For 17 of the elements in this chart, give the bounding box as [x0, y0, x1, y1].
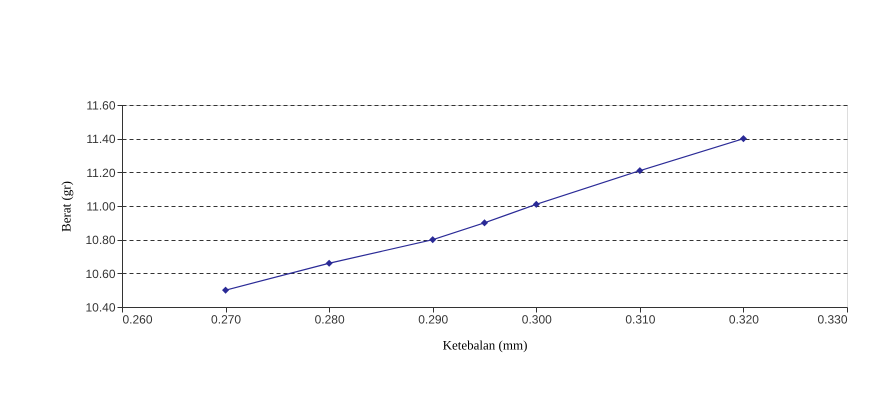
x-tick-label: 0.300: [522, 312, 552, 326]
x-tick-label: 0.310: [625, 312, 656, 326]
x-tick-label: 0.260: [122, 312, 153, 326]
x-tick-label: 0.280: [314, 312, 345, 326]
y-tick-label: 10.60: [85, 266, 116, 281]
x-tick-label: 0.320: [728, 312, 760, 326]
y-tick-label: 10.40: [85, 300, 116, 314]
y-tick-label: 11.00: [86, 200, 116, 214]
x-tick-label: 0.330: [817, 312, 848, 326]
x-axis-title: Ketebalan (mm): [442, 338, 528, 352]
y-tick-label: 11.20: [86, 166, 116, 180]
y-tick-label: 11.60: [86, 98, 116, 112]
x-tick-label: 0.270: [211, 312, 242, 326]
y-tick-label: 10.80: [85, 233, 116, 248]
y-axis-title: Berat (gr): [58, 181, 74, 232]
y-tick-label: 11.40: [86, 132, 116, 146]
x-tick-label: 0.290: [418, 312, 449, 326]
